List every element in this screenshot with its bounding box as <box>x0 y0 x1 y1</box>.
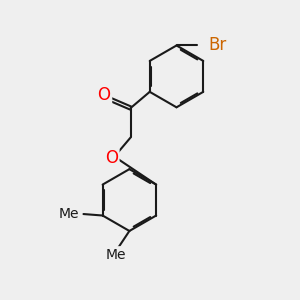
Text: Me: Me <box>58 207 79 221</box>
Text: O: O <box>98 86 111 104</box>
Text: O: O <box>105 149 118 167</box>
Text: Me: Me <box>106 248 126 262</box>
Text: Br: Br <box>208 37 226 55</box>
